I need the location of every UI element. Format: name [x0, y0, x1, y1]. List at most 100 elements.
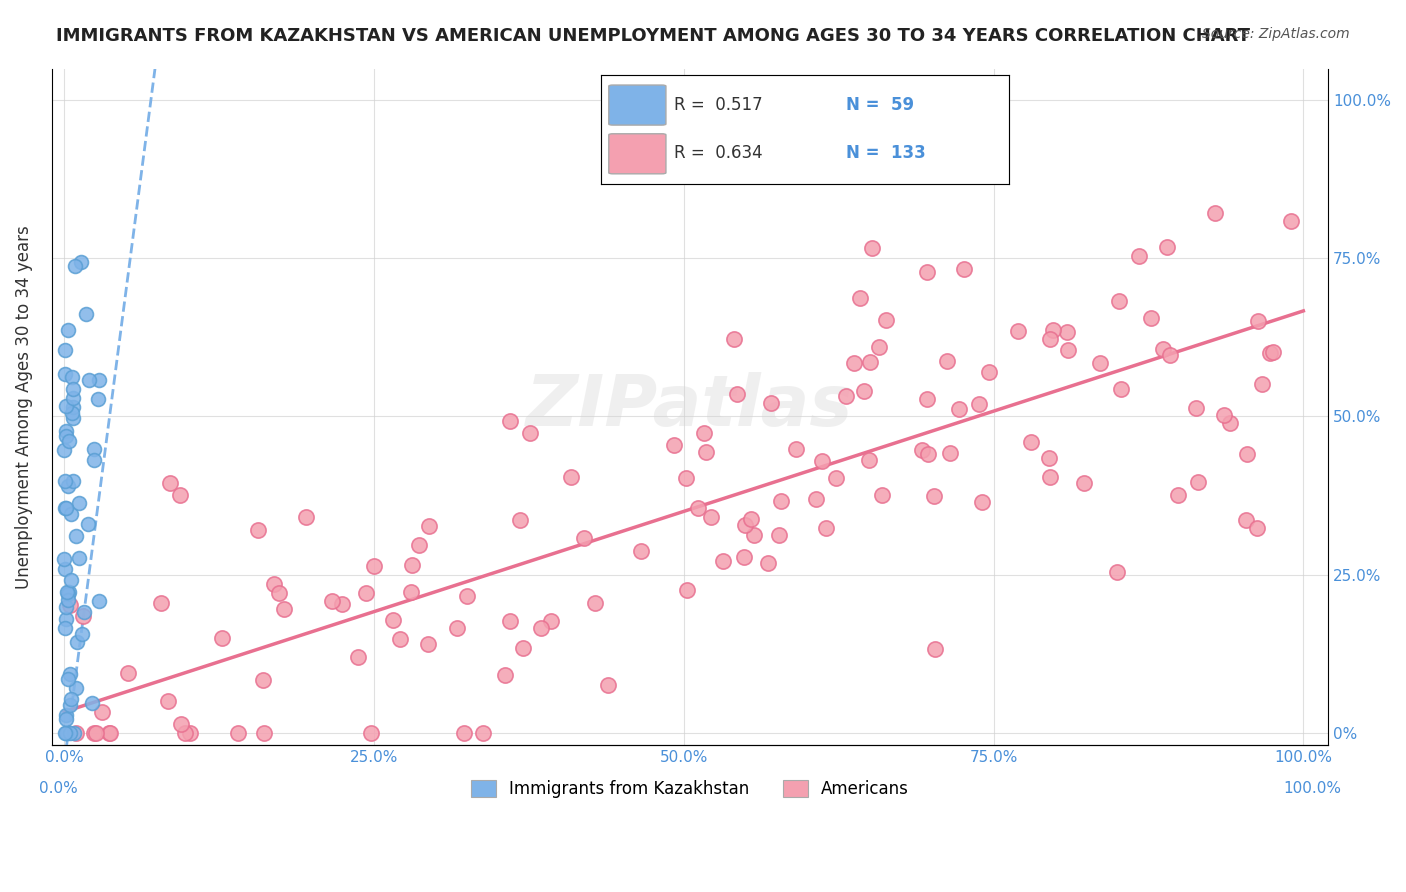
Immigrants from Kazakhstan: [77, 516, 100, 531]
Americans: [330, 597, 353, 611]
Y-axis label: Unemployment Among Ages 30 to 34 years: Unemployment Among Ages 30 to 34 years: [15, 225, 32, 589]
Americans: [1251, 376, 1274, 391]
Americans: [860, 242, 883, 256]
Americans: [835, 388, 858, 402]
Americans: [967, 397, 990, 411]
Americans: [875, 313, 897, 327]
Immigrants from Kazakhstan: [56, 478, 79, 492]
Immigrants from Kazakhstan: [65, 681, 87, 696]
Americans: [512, 640, 534, 655]
Americans: [472, 725, 495, 739]
Americans: [159, 475, 181, 490]
Immigrants from Kazakhstan: [53, 552, 76, 566]
Americans: [65, 725, 87, 739]
Immigrants from Kazakhstan: [55, 712, 77, 726]
Americans: [630, 543, 652, 558]
Immigrants from Kazakhstan: [62, 391, 84, 405]
Americans: [1246, 521, 1268, 535]
Americans: [872, 488, 894, 502]
Americans: [935, 353, 957, 368]
Americans: [1128, 249, 1150, 263]
Immigrants from Kazakhstan: [62, 725, 84, 739]
Americans: [804, 492, 827, 507]
Text: 100.0%: 100.0%: [1282, 780, 1341, 796]
Legend: Immigrants from Kazakhstan, Americans: Immigrants from Kazakhstan, Americans: [464, 773, 915, 805]
Americans: [725, 387, 748, 401]
Americans: [938, 446, 960, 460]
Immigrants from Kazakhstan: [56, 672, 79, 686]
Americans: [1187, 475, 1209, 489]
Americans: [583, 596, 606, 610]
Americans: [1073, 475, 1095, 490]
Immigrants from Kazakhstan: [55, 725, 77, 739]
Americans: [910, 442, 932, 457]
Americans: [150, 596, 173, 610]
Americans: [157, 694, 180, 708]
Americans: [408, 538, 430, 552]
Americans: [1039, 469, 1062, 483]
Immigrants from Kazakhstan: [87, 594, 110, 608]
Immigrants from Kazakhstan: [59, 725, 82, 739]
Americans: [1185, 401, 1208, 415]
Immigrants from Kazakhstan: [67, 550, 90, 565]
Text: 0.0%: 0.0%: [39, 780, 77, 796]
Americans: [91, 705, 114, 719]
Immigrants from Kazakhstan: [62, 400, 84, 414]
Immigrants from Kazakhstan: [56, 323, 79, 337]
Immigrants from Kazakhstan: [59, 692, 82, 706]
Americans: [509, 513, 531, 527]
Immigrants from Kazakhstan: [65, 529, 87, 543]
Americans: [399, 585, 422, 599]
Americans: [72, 609, 94, 624]
Americans: [1140, 310, 1163, 325]
Americans: [519, 426, 541, 441]
Americans: [733, 549, 755, 564]
Americans: [598, 678, 620, 692]
Immigrants from Kazakhstan: [62, 411, 84, 425]
Americans: [494, 668, 516, 682]
Americans: [758, 556, 780, 570]
Americans: [953, 262, 976, 277]
Immigrants from Kazakhstan: [56, 593, 79, 607]
Americans: [785, 442, 807, 456]
Immigrants from Kazakhstan: [79, 373, 101, 387]
Immigrants from Kazakhstan: [56, 587, 79, 601]
Americans: [83, 725, 105, 739]
Americans: [1263, 344, 1285, 359]
Immigrants from Kazakhstan: [87, 373, 110, 387]
Immigrants from Kazakhstan: [59, 667, 82, 681]
Americans: [360, 725, 382, 739]
Americans: [169, 488, 191, 502]
Americans: [815, 521, 838, 535]
Immigrants from Kazakhstan: [53, 562, 76, 576]
Americans: [100, 725, 122, 739]
Americans: [1236, 447, 1258, 461]
Americans: [1038, 332, 1060, 346]
Americans: [388, 632, 411, 646]
Immigrants from Kazakhstan: [73, 605, 96, 619]
Americans: [848, 291, 870, 305]
Immigrants from Kazakhstan: [67, 496, 90, 510]
Immigrants from Kazakhstan: [53, 621, 76, 635]
Immigrants from Kazakhstan: [55, 708, 77, 723]
Americans: [252, 673, 274, 688]
Americans: [695, 444, 717, 458]
Americans: [1152, 342, 1174, 356]
Americans: [693, 425, 716, 440]
Immigrants from Kazakhstan: [60, 507, 83, 521]
Americans: [1279, 214, 1302, 228]
Immigrants from Kazakhstan: [60, 369, 83, 384]
Immigrants from Kazakhstan: [53, 343, 76, 357]
Americans: [1007, 324, 1029, 338]
Americans: [759, 396, 782, 410]
Americans: [381, 613, 404, 627]
Americans: [825, 471, 848, 485]
Americans: [1042, 323, 1064, 337]
Americans: [117, 666, 139, 681]
Americans: [1234, 513, 1257, 527]
Immigrants from Kazakhstan: [60, 573, 83, 587]
Americans: [1056, 325, 1078, 339]
Immigrants from Kazakhstan: [55, 399, 77, 413]
Americans: [948, 401, 970, 416]
Americans: [768, 528, 790, 542]
